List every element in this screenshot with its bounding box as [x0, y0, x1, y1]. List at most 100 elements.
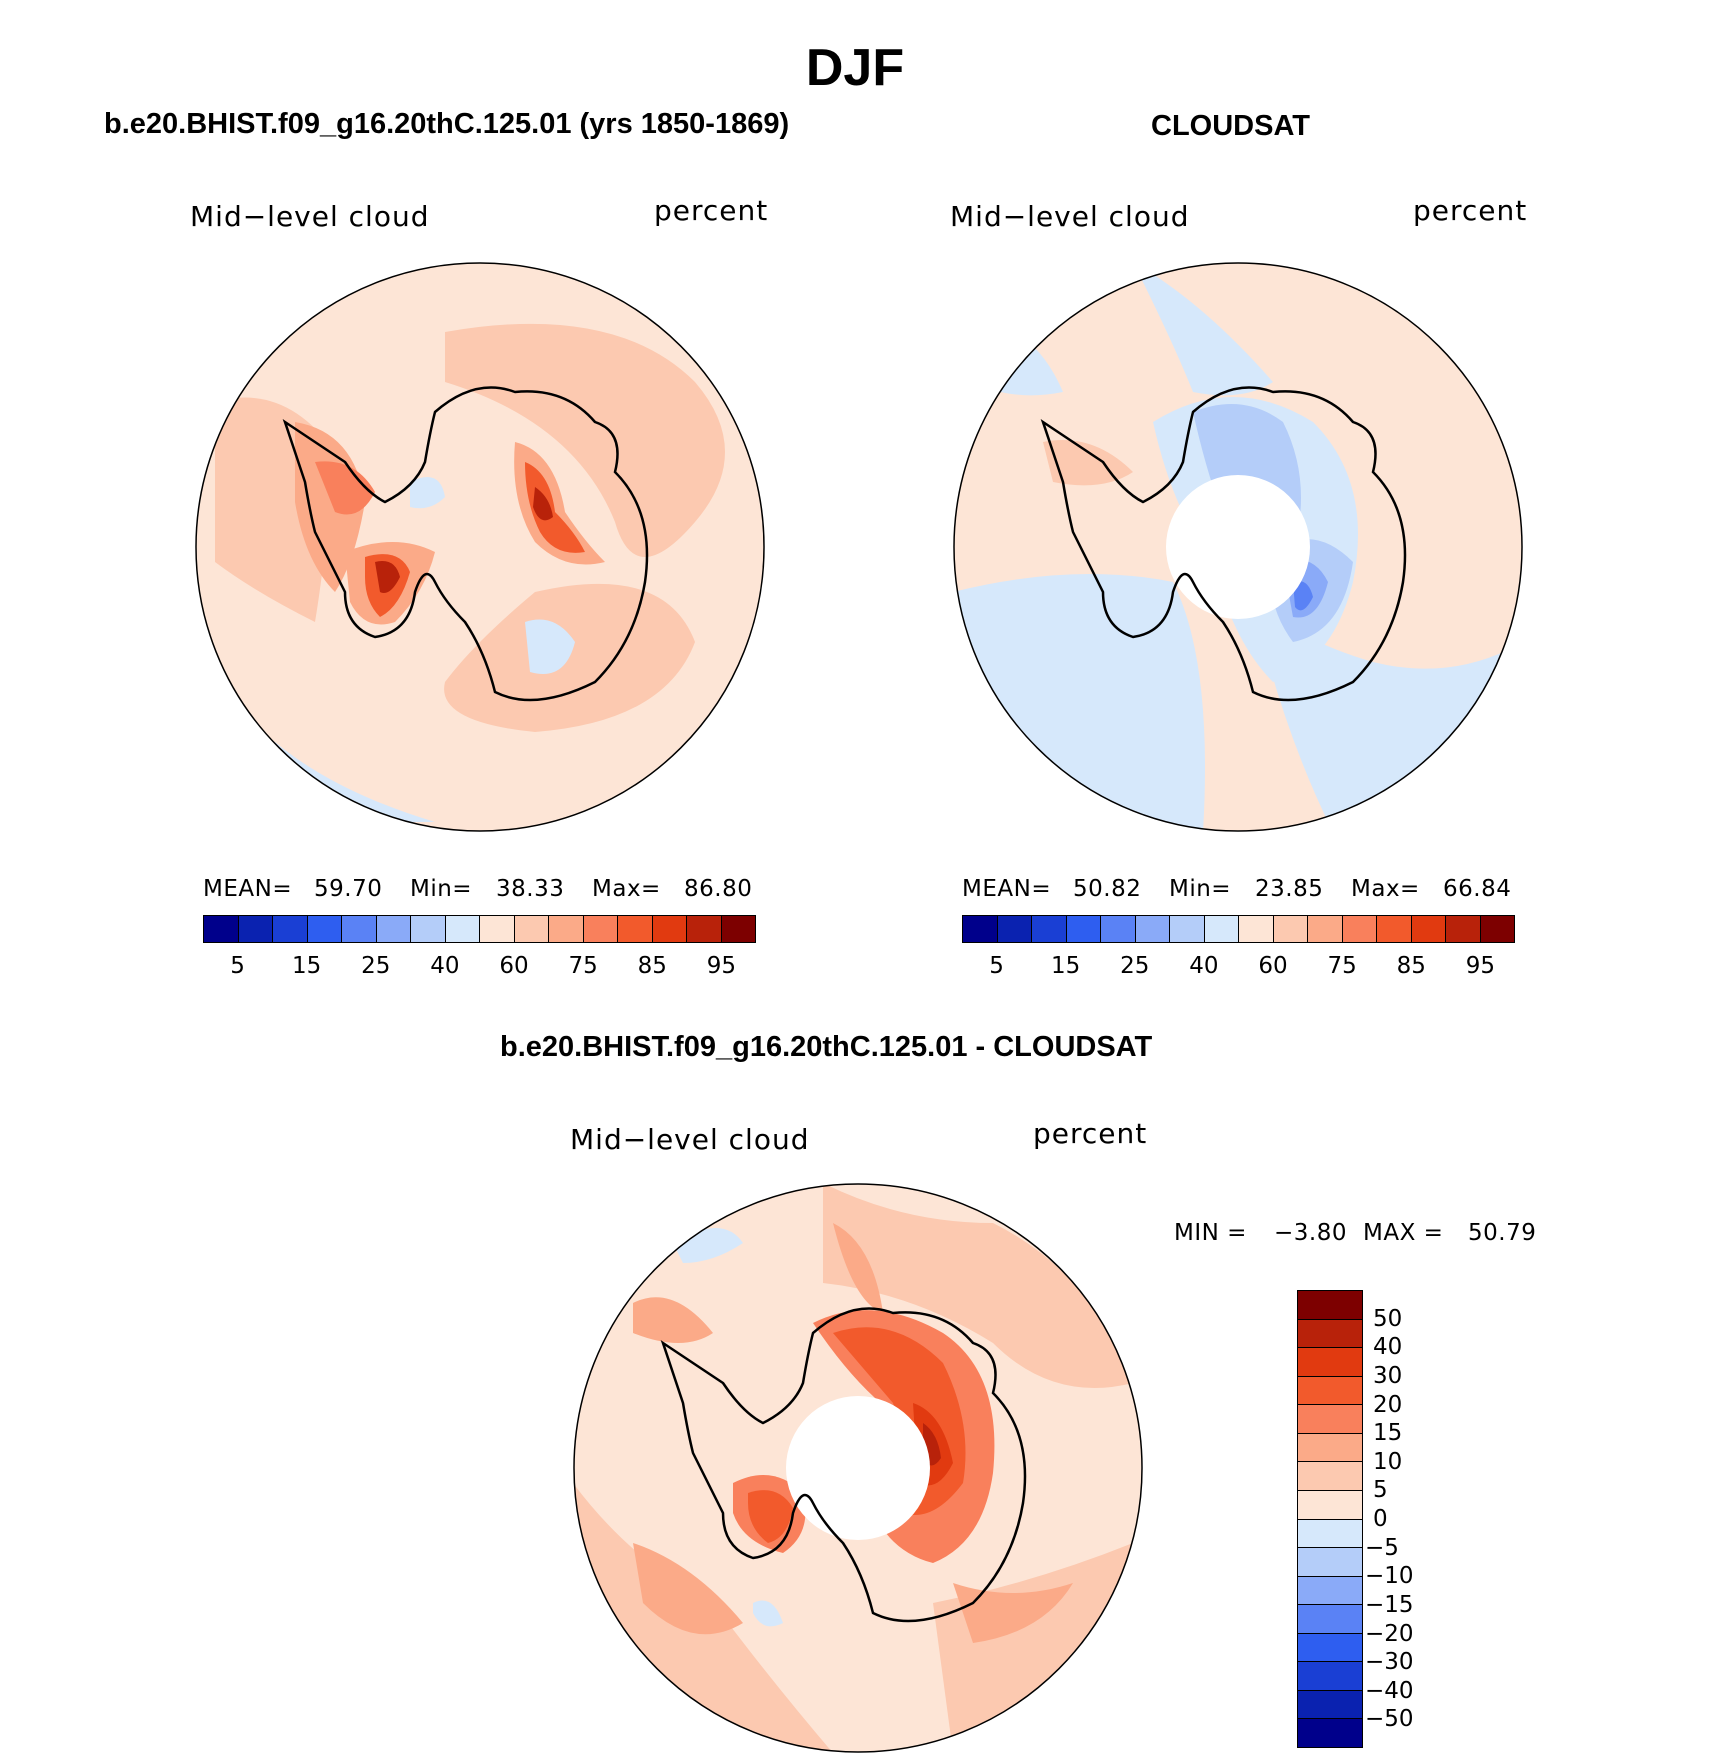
obs-units-label: percent [1413, 194, 1528, 227]
model-polar-map [195, 262, 765, 832]
colorbar-segment [342, 916, 377, 942]
colorbar-tick-label: 40 [1373, 1334, 1403, 1361]
colorbar-segment [514, 916, 549, 942]
obs-stats-max: 66.84 [1443, 876, 1512, 902]
obs-variable-label: Mid−level cloud [950, 200, 1190, 233]
colorbar-segment [1239, 916, 1274, 942]
diff-panel-title: b.e20.BHIST.f09_g16.20thC.125.01 - CLOUD… [500, 1031, 1153, 1063]
colorbar-tick-label: 60 [1258, 953, 1288, 979]
colorbar-segment [411, 916, 446, 942]
model-stats-mean: 59.70 [314, 876, 383, 902]
obs-polar-map [953, 262, 1523, 832]
colorbar-segment [1298, 1576, 1362, 1606]
colorbar-segment [1135, 916, 1170, 942]
colorbar-segment [1308, 916, 1343, 942]
colorbar-tick-label: −40 [1365, 1677, 1414, 1704]
diff-variable-label: Mid−level cloud [570, 1123, 810, 1156]
colorbar-segment [687, 916, 722, 942]
colorbar-segment [1298, 1433, 1362, 1463]
colorbar-segment [480, 916, 515, 942]
diff-stats-max-label: MAX = [1363, 1220, 1444, 1246]
colorbar-tick-label: 60 [499, 953, 529, 979]
colorbar-tick-label: 85 [637, 953, 667, 979]
obs-stats-min-label: Min= [1169, 876, 1232, 902]
colorbar-segment [1480, 916, 1514, 942]
colorbar-tick-label: 95 [706, 953, 737, 979]
colorbar-segment [1298, 1319, 1362, 1349]
diff-colorbar [1297, 1290, 1363, 1748]
model-stats-max-label: Max= [592, 876, 661, 902]
model-stats-mean-label: MEAN= [203, 876, 293, 902]
colorbar-segment [376, 916, 411, 942]
colorbar-tick-label: −10 [1365, 1563, 1414, 1590]
colorbar-segment [1298, 1405, 1362, 1434]
colorbar-tick-label: 15 [1373, 1420, 1403, 1447]
colorbar-segment [307, 916, 342, 942]
colorbar-segment [1298, 1662, 1362, 1691]
colorbar-segment [1298, 1348, 1362, 1377]
colorbar-tick-label: 0 [1373, 1506, 1388, 1532]
diff-polar-map [573, 1183, 1143, 1753]
obs-stats-max-label: Max= [1351, 876, 1420, 902]
colorbar-segment [1377, 916, 1412, 942]
colorbar-tick-label: 25 [361, 953, 391, 979]
colorbar-segment [1298, 1605, 1362, 1634]
colorbar-segment [1170, 916, 1205, 942]
obs-stats-mean-label: MEAN= [962, 876, 1052, 902]
colorbar-tick-label: 15 [1051, 953, 1081, 979]
model-stats-max: 86.80 [684, 876, 753, 902]
model-panel-title: b.e20.BHIST.f09_g16.20thC.125.01 (yrs 18… [104, 108, 790, 140]
obs-stats-min: 23.85 [1255, 876, 1324, 902]
colorbar-segment [1411, 916, 1446, 942]
colorbar-segment [1298, 1633, 1362, 1663]
colorbar-segment [1032, 916, 1067, 942]
colorbar-segment [1298, 1519, 1362, 1549]
colorbar-tick-label: 10 [1373, 1448, 1403, 1475]
diff-stats-min: −3.80 [1274, 1220, 1347, 1246]
colorbar-segment [549, 916, 584, 942]
colorbar-segment [204, 916, 239, 942]
colorbar-segment [652, 916, 687, 942]
colorbar-tick-label: 20 [1373, 1391, 1403, 1418]
model-colorbar [203, 915, 756, 943]
obs-panel-title: CLOUDSAT [1151, 110, 1310, 142]
colorbar-segment [1298, 1490, 1362, 1520]
colorbar-segment [273, 916, 308, 942]
figure-title: DJF [805, 39, 905, 97]
model-units-label: percent [654, 194, 769, 227]
colorbar-tick-label: 75 [568, 953, 598, 979]
colorbar-tick-label: 5 [230, 953, 245, 979]
diff-coastline [660, 1307, 1027, 1623]
colorbar-tick-label: 95 [1465, 953, 1496, 979]
colorbar-tick-label: −5 [1365, 1534, 1399, 1561]
colorbar-segment [1298, 1548, 1362, 1577]
colorbar-segment [1298, 1462, 1362, 1491]
colorbar-segment [445, 916, 480, 942]
diff-units-label: percent [1033, 1117, 1148, 1150]
colorbar-segment [1298, 1291, 1362, 1320]
obs-coastline [1040, 386, 1407, 702]
colorbar-tick-label: 40 [1189, 953, 1219, 979]
colorbar-segment [1446, 916, 1481, 942]
colorbar-segment [1342, 916, 1377, 942]
colorbar-segment [238, 916, 273, 942]
colorbar-tick-label: 50 [1373, 1305, 1403, 1332]
colorbar-segment [618, 916, 653, 942]
colorbar-tick-label: 75 [1327, 953, 1357, 979]
colorbar-tick-label: −15 [1365, 1591, 1414, 1618]
colorbar-tick-label: 85 [1396, 953, 1426, 979]
colorbar-segment [1298, 1690, 1362, 1720]
model-map-border [195, 262, 765, 832]
colorbar-tick-label: −20 [1365, 1620, 1414, 1647]
colorbar-tick-label: 15 [292, 953, 322, 979]
diff-stats-min-label: MIN = [1174, 1220, 1247, 1246]
colorbar-tick-label: 40 [430, 953, 460, 979]
colorbar-tick-label: −50 [1365, 1706, 1414, 1733]
model-stats-min-label: Min= [410, 876, 473, 902]
colorbar-segment [1066, 916, 1101, 942]
colorbar-segment [1204, 916, 1239, 942]
colorbar-tick-label: 5 [1373, 1477, 1388, 1504]
colorbar-segment [997, 916, 1032, 942]
colorbar-segment [963, 916, 998, 942]
obs-colorbar [962, 915, 1515, 943]
